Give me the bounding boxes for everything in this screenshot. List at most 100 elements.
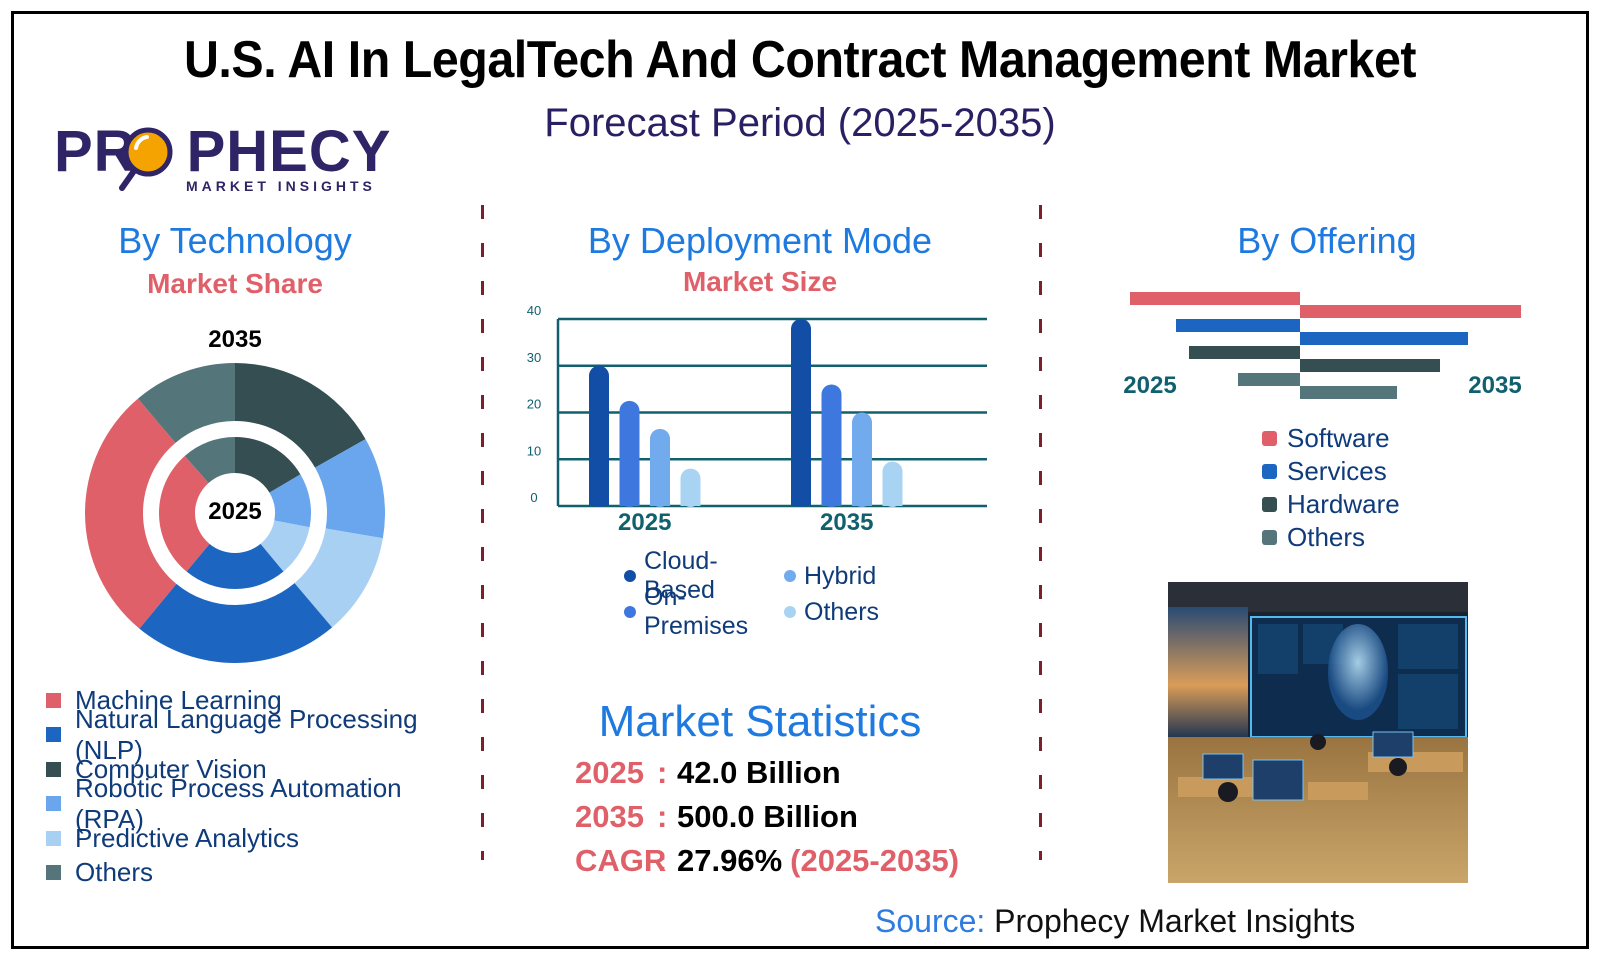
- offering-label-2035: 2035: [1468, 372, 1521, 399]
- stat-row-2025: 2025:42.0 Billion: [575, 755, 959, 799]
- donut-slice-2025-natural-language-processing-nlp: [186, 543, 284, 589]
- legend-item-services: Services: [1262, 455, 1400, 488]
- source-label: Source:: [875, 903, 986, 939]
- legend-item-predictive-analytics: Predictive Analytics: [46, 821, 476, 856]
- bar-2025-software: [1130, 292, 1300, 305]
- magnifier-icon: [119, 127, 173, 191]
- bar-2025-others: [1238, 373, 1300, 386]
- donut-slice-2035-machine-learning: [85, 398, 177, 629]
- bar-base: [791, 496, 811, 506]
- legend-label: Computer Vision: [75, 753, 267, 784]
- legend-label: Robotic Process Automation (RPA): [75, 772, 402, 834]
- offering-title: By Offering: [1237, 220, 1417, 261]
- legend-label: Others: [1287, 522, 1366, 552]
- legend-dot: [624, 570, 636, 582]
- bar-2035-software: [1300, 305, 1521, 318]
- logo-wordmark: PR PHECY: [54, 120, 391, 184]
- bar-2035-on-premises: [821, 384, 842, 507]
- stat-row-2035: 2035:500.0 Billion: [575, 799, 959, 843]
- legend-dot: [624, 606, 636, 618]
- stat-key: CAGR: [575, 843, 667, 878]
- technology-legend: Machine Learning Natural Language Process…: [46, 683, 476, 890]
- legend-swatch: [46, 761, 61, 777]
- donut-slice-2025-robotic-process-automation-rpa: [269, 474, 311, 528]
- bar-2035-services: [1300, 332, 1468, 345]
- bar-base: [680, 496, 701, 506]
- deployment-legend: Cloud-Based Hybrid On-Premises Others: [624, 547, 924, 640]
- legend-dot: [784, 606, 796, 618]
- donut-slice-2025-computer-vision: [235, 437, 301, 493]
- legend-item-hybrid: Hybrid: [784, 560, 924, 592]
- bar-2035-hardware: [1300, 359, 1440, 372]
- legend-swatch: [46, 865, 61, 881]
- legend-label: Predictive Analytics: [75, 822, 299, 853]
- legend-item-robotic-process-automation-rpa: Robotic Process Automation (RPA): [46, 773, 476, 834]
- offering-label-2025: 2025: [1123, 372, 1176, 399]
- technology-subtitle: Market Share: [147, 268, 323, 299]
- y-tick-label: 30: [527, 350, 541, 365]
- stat-separator: :: [657, 843, 668, 878]
- stats-table: 2025:42.0 Billion 2035:500.0 Billion CAGR:…: [575, 755, 959, 887]
- infographic-frame: [11, 11, 1589, 949]
- source-line: Source: Prophecy Market Insights: [875, 903, 1355, 940]
- stat-separator: :: [657, 799, 668, 834]
- legend-swatch: [46, 796, 61, 812]
- donut-slice-2035-computer-vision: [235, 363, 366, 468]
- inner-ring-label: 2025: [208, 498, 262, 525]
- y-tick-label: 40: [527, 303, 541, 318]
- bar-2025-hybrid: [650, 428, 670, 507]
- legend-label: Hybrid: [804, 561, 877, 590]
- donut-slice-2035-natural-language-processing-nlp: [139, 583, 333, 663]
- deployment-subtitle: Market Size: [682, 266, 838, 297]
- bar-2035-cloud-based: [791, 319, 811, 507]
- bar-base: [589, 496, 609, 506]
- offering-legend: Software Services Hardware Others: [1262, 422, 1400, 554]
- page-subtitle: Forecast Period (2025-2035): [544, 101, 1056, 145]
- bar-base: [852, 496, 872, 506]
- stat-separator: :: [657, 755, 668, 790]
- stat-key: 2025: [575, 755, 644, 790]
- legend-item-others: Others: [46, 856, 476, 891]
- stat-value: 500.0 Billion: [677, 799, 858, 834]
- x-tick-label-2025: 2025: [618, 509, 671, 536]
- y-tick-label: 10: [527, 443, 541, 458]
- donut-slice-2025-predictive-analytics: [260, 520, 310, 572]
- legend-label: Natural Language Processing (NLP): [75, 703, 418, 765]
- legend-swatch: [46, 727, 61, 743]
- legend-label: Machine Learning: [75, 684, 282, 715]
- section-divider: [1039, 205, 1042, 860]
- legend-swatch: [1262, 497, 1277, 512]
- stat-value: 27.96%: [677, 843, 783, 878]
- deployment-bar-chart: 0 10 20 30 40 2025 2035: [527, 303, 987, 536]
- legend-item-others: Others: [1262, 521, 1400, 554]
- legend-label: Others: [75, 857, 154, 888]
- office-illustration-image: [1168, 582, 1468, 883]
- stat-period: (2025-2035): [790, 843, 960, 878]
- donut-slice-2035-predictive-analytics: [294, 528, 383, 628]
- legend-item-others: Others: [784, 596, 924, 628]
- legend-item-hardware: Hardware: [1262, 488, 1400, 521]
- y-tick-label: 0: [530, 490, 537, 505]
- legend-item-machine-learning: Machine Learning: [46, 683, 476, 718]
- legend-swatch: [1262, 530, 1277, 545]
- legend-item-on-premises: On-Premises: [624, 583, 784, 640]
- legend-label: Others: [804, 597, 880, 626]
- legend-label: Services: [1287, 456, 1387, 486]
- outer-ring-label: 2035: [208, 326, 262, 353]
- legend-label: Cloud-Based: [644, 547, 718, 604]
- bar-base: [619, 496, 640, 506]
- legend-item-cloud-based: Cloud-Based: [624, 547, 784, 604]
- stats-title: Market Statistics: [598, 697, 922, 746]
- donut-slice-2025-machine-learning: [159, 455, 210, 572]
- legend-item-natural-language-processing-nlp: Natural Language Processing (NLP): [46, 704, 476, 765]
- legend-item-software: Software: [1262, 422, 1400, 455]
- technology-title: By Technology: [118, 220, 352, 261]
- bar-2035-hybrid: [852, 412, 872, 507]
- bar-base: [882, 496, 903, 506]
- legend-label: Hardware: [1287, 489, 1400, 519]
- legend-dot: [784, 570, 796, 582]
- logo: PR PHECY MARKET INSIGHTS: [54, 120, 394, 200]
- section-divider: [481, 205, 484, 860]
- stat-row-cagr: CAGR:27.96% (2025-2035): [575, 843, 959, 887]
- donut-slice-2035-others: [137, 363, 235, 443]
